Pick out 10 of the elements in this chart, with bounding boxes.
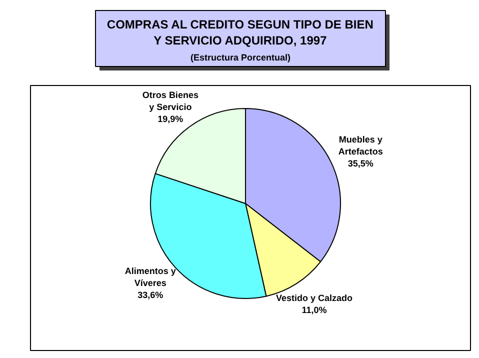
data-label: 35,5% xyxy=(348,158,374,168)
data-label: 11,0% xyxy=(302,304,327,315)
data-label: 19,9% xyxy=(158,114,184,124)
slice-label: Muebles y Artefactos xyxy=(338,134,383,156)
slice-label: Vestido y Calzado xyxy=(276,292,353,303)
slice-label: Otros Bienes y Servicio xyxy=(142,90,198,112)
slice-label: Alimentos y Víveres xyxy=(124,266,176,288)
chart-title: COMPRAS AL CREDITO SEGUN TIPO DE BIEN Y SERVICIO ADQUIRIDO, 1997 xyxy=(106,18,374,48)
data-label: 33,6% xyxy=(138,290,164,300)
chart-subtitle: (Estructura Porcentual) xyxy=(190,52,291,62)
